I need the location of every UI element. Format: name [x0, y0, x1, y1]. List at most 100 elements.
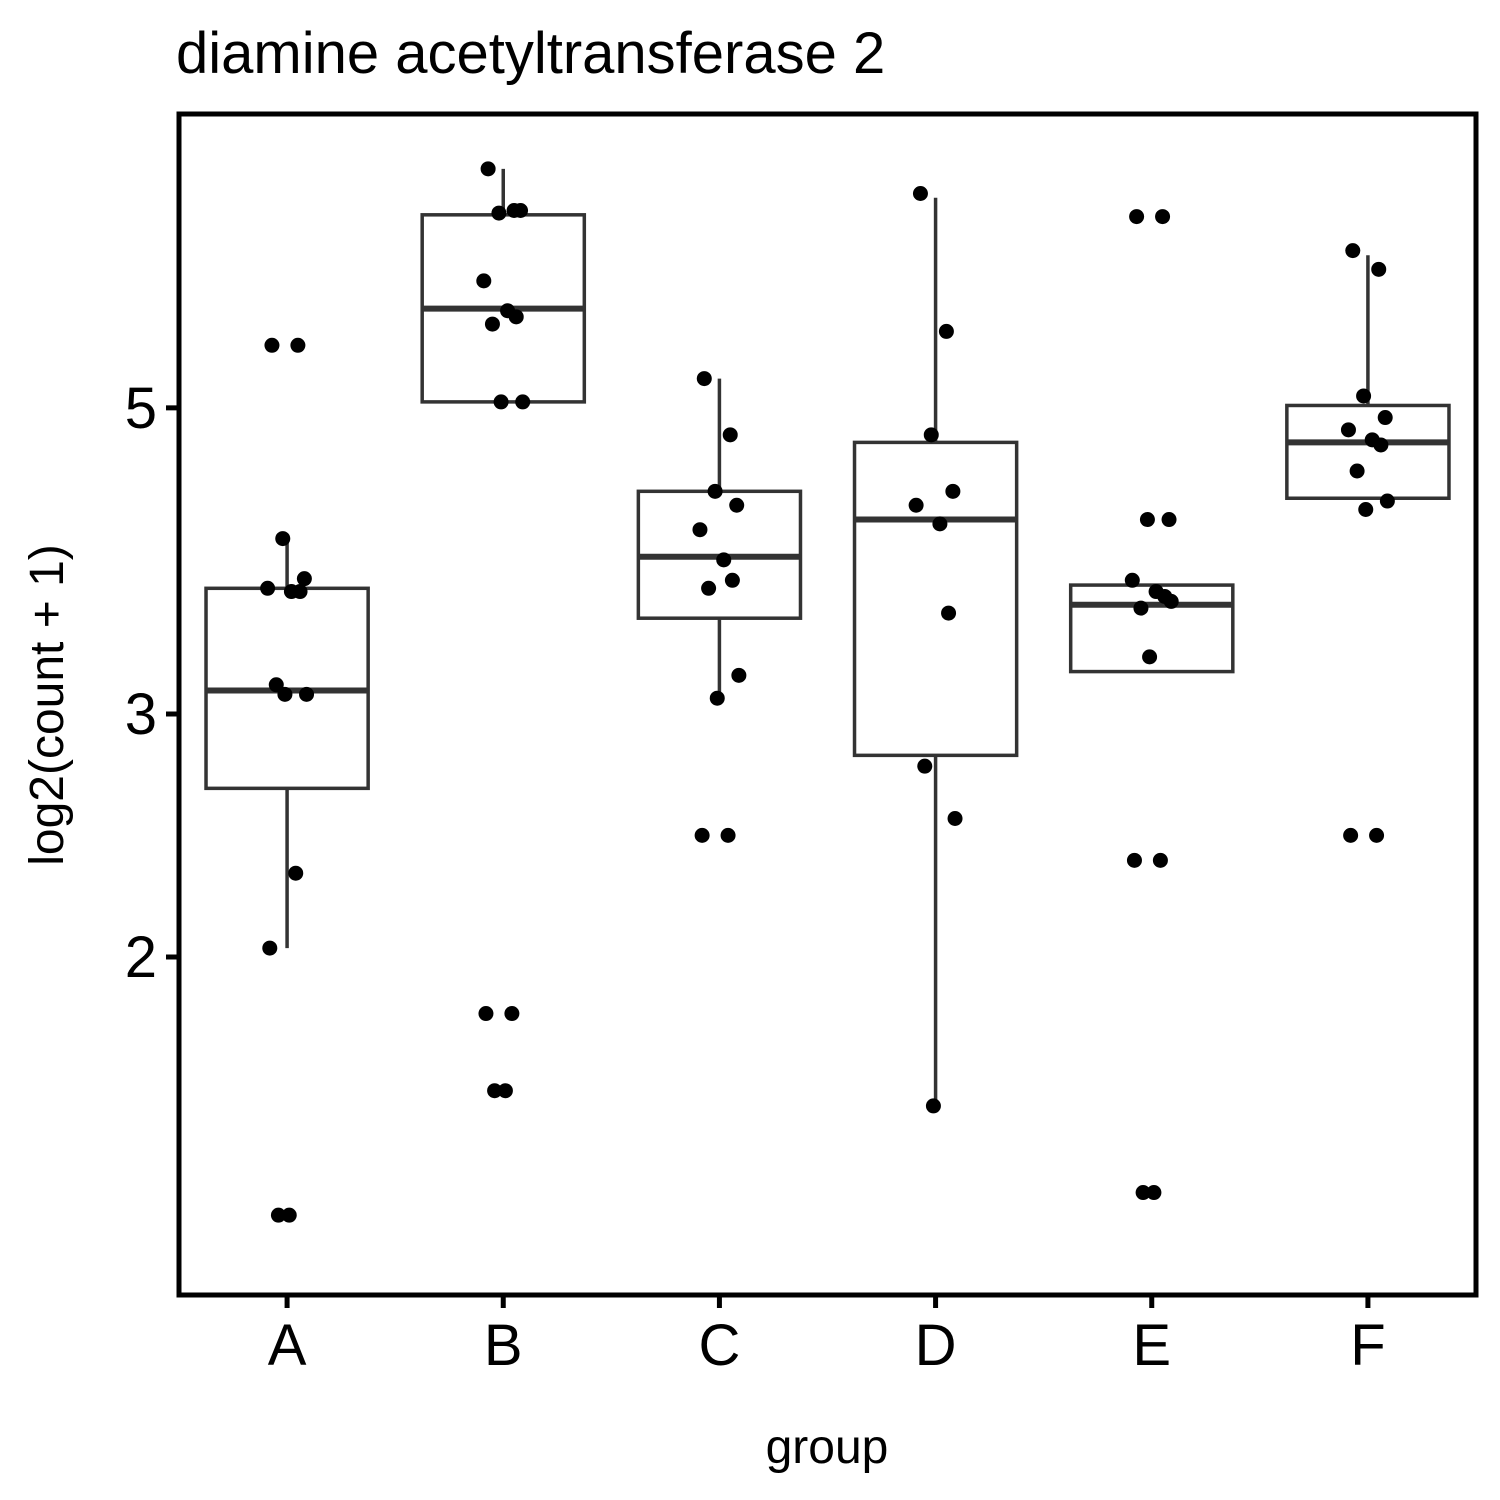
- data-point: [497, 1083, 513, 1099]
- data-point: [707, 483, 723, 499]
- points-e: [1124, 209, 1179, 1201]
- box-iqr: [852, 440, 1019, 758]
- y-axis: 2 3 5: [125, 376, 179, 990]
- data-point: [513, 203, 529, 219]
- data-point: [268, 677, 284, 693]
- data-point: [504, 1006, 520, 1022]
- data-point: [701, 580, 717, 596]
- data-point: [484, 316, 500, 332]
- data-point: [908, 497, 924, 513]
- data-point: [296, 571, 312, 587]
- x-tick-label: B: [484, 1313, 523, 1378]
- data-point: [480, 161, 496, 177]
- data-point: [508, 309, 524, 325]
- data-point: [1161, 512, 1177, 528]
- x-tick-label: D: [915, 1313, 957, 1378]
- box-d: [852, 197, 1019, 1110]
- data-point: [487, 1083, 503, 1099]
- data-point: [281, 1207, 297, 1223]
- data-point: [1369, 827, 1385, 843]
- boxes-layer: [204, 168, 1451, 1110]
- data-point: [262, 940, 278, 956]
- data-point: [288, 865, 304, 881]
- points-b: [476, 161, 531, 1099]
- data-point: [1343, 827, 1359, 843]
- data-point: [1371, 261, 1387, 277]
- data-point: [275, 531, 291, 547]
- points-layer: [260, 161, 1395, 1223]
- data-point: [1146, 1185, 1162, 1201]
- data-point: [938, 323, 954, 339]
- data-point: [932, 516, 948, 532]
- data-point: [1356, 388, 1372, 404]
- data-point: [1135, 1185, 1151, 1201]
- box-iqr: [1285, 403, 1451, 500]
- points-f: [1340, 243, 1395, 843]
- box-b: [420, 168, 587, 404]
- data-point: [277, 686, 293, 702]
- box-c: [636, 378, 803, 699]
- data-point: [1152, 852, 1168, 868]
- data-point: [290, 337, 306, 353]
- x-tick-label: C: [698, 1313, 740, 1378]
- data-point: [515, 394, 531, 410]
- y-tick-label: 2: [125, 925, 157, 990]
- data-point: [941, 605, 957, 621]
- data-point: [491, 205, 507, 221]
- x-tick-label: E: [1132, 1313, 1171, 1378]
- data-point: [724, 572, 740, 588]
- data-point: [720, 827, 736, 843]
- data-point: [729, 497, 745, 513]
- data-point: [709, 690, 725, 706]
- y-tick-label: 5: [125, 376, 157, 441]
- data-point: [1345, 243, 1361, 259]
- data-point: [694, 827, 710, 843]
- data-point: [292, 584, 308, 600]
- box-e: [1068, 583, 1235, 674]
- data-point: [731, 667, 747, 683]
- data-point: [1373, 437, 1389, 453]
- data-point: [716, 552, 732, 568]
- data-point: [1124, 572, 1140, 588]
- x-tick-label: A: [268, 1313, 307, 1378]
- data-point: [264, 337, 280, 353]
- box-f: [1285, 255, 1451, 500]
- data-point: [1142, 649, 1158, 665]
- data-point: [1349, 463, 1365, 479]
- data-point: [947, 810, 963, 826]
- plot-panel-border: [176, 111, 1479, 1298]
- data-point: [1340, 422, 1356, 438]
- box-a: [204, 541, 370, 949]
- data-point: [1133, 600, 1149, 616]
- data-point: [1163, 593, 1179, 609]
- data-point: [476, 273, 492, 289]
- data-point: [945, 483, 961, 499]
- data-point: [696, 371, 712, 387]
- chart-title: diamine acetyltransferase 2: [176, 21, 885, 86]
- data-point: [1126, 852, 1142, 868]
- data-point: [722, 427, 738, 443]
- data-point: [299, 686, 315, 702]
- x-axis-title: group: [766, 1421, 889, 1474]
- data-point: [917, 758, 933, 774]
- data-point: [493, 394, 509, 410]
- data-point: [925, 1098, 941, 1114]
- data-point: [260, 580, 276, 596]
- data-point: [270, 1207, 286, 1223]
- data-point: [478, 1006, 494, 1022]
- data-point: [912, 185, 928, 201]
- points-d: [908, 185, 963, 1114]
- data-point: [1139, 512, 1155, 528]
- x-tick-label: F: [1350, 1313, 1385, 1378]
- y-axis-title: log2(count + 1): [21, 544, 74, 866]
- points-c: [692, 371, 747, 843]
- data-point: [1155, 209, 1171, 225]
- points-a: [260, 337, 315, 1223]
- y-tick-label: 3: [125, 682, 157, 747]
- x-axis: A B C D E F: [268, 1295, 1386, 1378]
- data-point: [1377, 410, 1393, 426]
- data-point: [1129, 209, 1145, 225]
- data-point: [692, 522, 708, 538]
- data-point: [923, 427, 939, 443]
- data-point: [1358, 502, 1374, 518]
